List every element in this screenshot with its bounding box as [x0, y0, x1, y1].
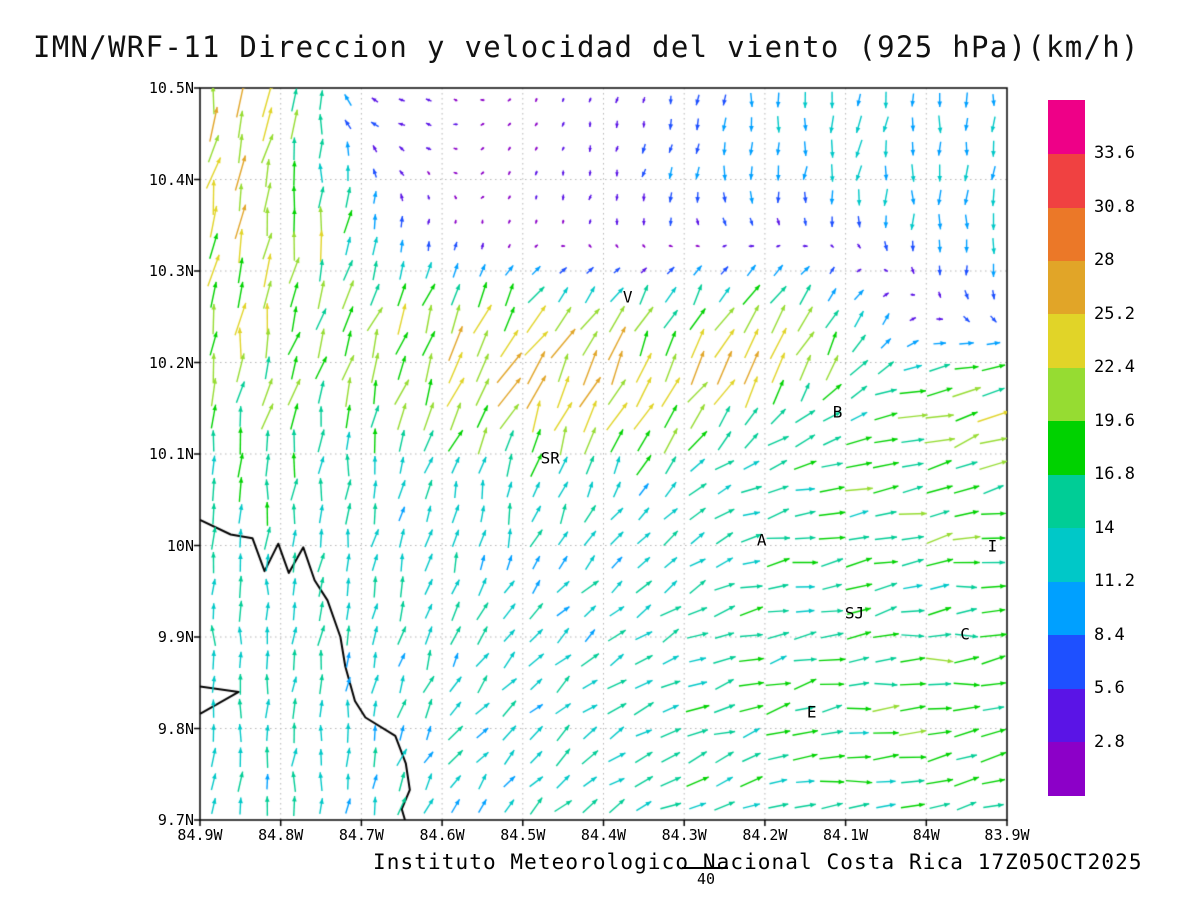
y-tick-label: 10.1N: [148, 445, 194, 463]
colorbar-segment: [1048, 634, 1085, 689]
colorbar-segment: [1048, 420, 1085, 475]
x-tick-label: 83.9W: [984, 826, 1030, 844]
colorbar-segment: [1048, 153, 1085, 208]
y-tick-label: 10N: [166, 536, 194, 555]
colorbar-tick-label: 11.2: [1094, 571, 1135, 592]
footer-credit: Instituto Meteorologico Nacional Costa R…: [373, 850, 1143, 874]
x-tick-label: 84.2W: [742, 826, 788, 844]
y-tick-label: 9.7N: [157, 811, 194, 829]
y-tick-label: 9.8N: [157, 719, 194, 738]
colorbar-tick-label: 33.6: [1094, 143, 1135, 164]
colorbar-segment: [1048, 474, 1085, 529]
x-tick-label: 84.9W: [177, 826, 223, 844]
colorbar-segment: [1048, 688, 1085, 743]
y-tick-label: 10.5N: [148, 79, 194, 97]
colorbar-tick-label: 5.6: [1094, 678, 1125, 699]
colorbar-tick-label: 22.4: [1094, 357, 1135, 378]
station-label: C: [960, 624, 970, 644]
x-tick-label: 84W: [912, 826, 940, 844]
colorbar-segment: [1048, 367, 1085, 422]
reference-vector-line: [682, 867, 728, 869]
x-tick-label: 84.7W: [338, 826, 384, 844]
station-label: SR: [540, 448, 560, 468]
x-tick-label: 84.8W: [258, 826, 304, 844]
colorbar-tick-label: 19.6: [1094, 410, 1135, 431]
x-tick-label: 84.4W: [580, 826, 627, 844]
colorbar-tick-label: 25.2: [1094, 303, 1135, 324]
station-label: B: [832, 402, 843, 422]
station-label: I: [987, 536, 998, 555]
colorbar-tick-label: 28: [1094, 250, 1115, 271]
x-tick-label: 84.1W: [823, 826, 869, 844]
colorbar-segment: [1048, 100, 1085, 155]
colorbar-segment: [1048, 206, 1085, 261]
station-label: SJ: [844, 603, 865, 623]
colorbar-segment: [1048, 741, 1085, 796]
station-label: E: [806, 702, 817, 722]
colorbar-tick-label: 14: [1094, 517, 1115, 538]
station-label: V: [622, 287, 633, 307]
colorbar-segment: [1048, 581, 1085, 636]
y-tick-label: 10.4N: [148, 170, 194, 189]
y-tick-label: 10.3N: [148, 262, 194, 280]
x-tick-label: 84.3W: [661, 826, 707, 844]
colorbar-tick-label: 30.8: [1094, 196, 1135, 217]
x-tick-label: 84.6W: [419, 826, 465, 844]
station-label: A: [756, 530, 767, 550]
colorbar-tick-label: 2.8: [1094, 731, 1125, 752]
reference-vector-label: 40: [696, 870, 716, 888]
y-tick-label: 9.9N: [157, 628, 194, 646]
colorbar-tick-label: 16.8: [1094, 464, 1135, 485]
colorbar-segment: [1048, 527, 1085, 582]
x-tick-label: 84.5W: [500, 826, 546, 844]
colorbar-segment: [1048, 313, 1085, 368]
colorbar-tick-label: 8.4: [1094, 624, 1125, 645]
colorbar-segment: [1048, 260, 1085, 315]
y-tick-label: 10.2N: [148, 353, 194, 372]
